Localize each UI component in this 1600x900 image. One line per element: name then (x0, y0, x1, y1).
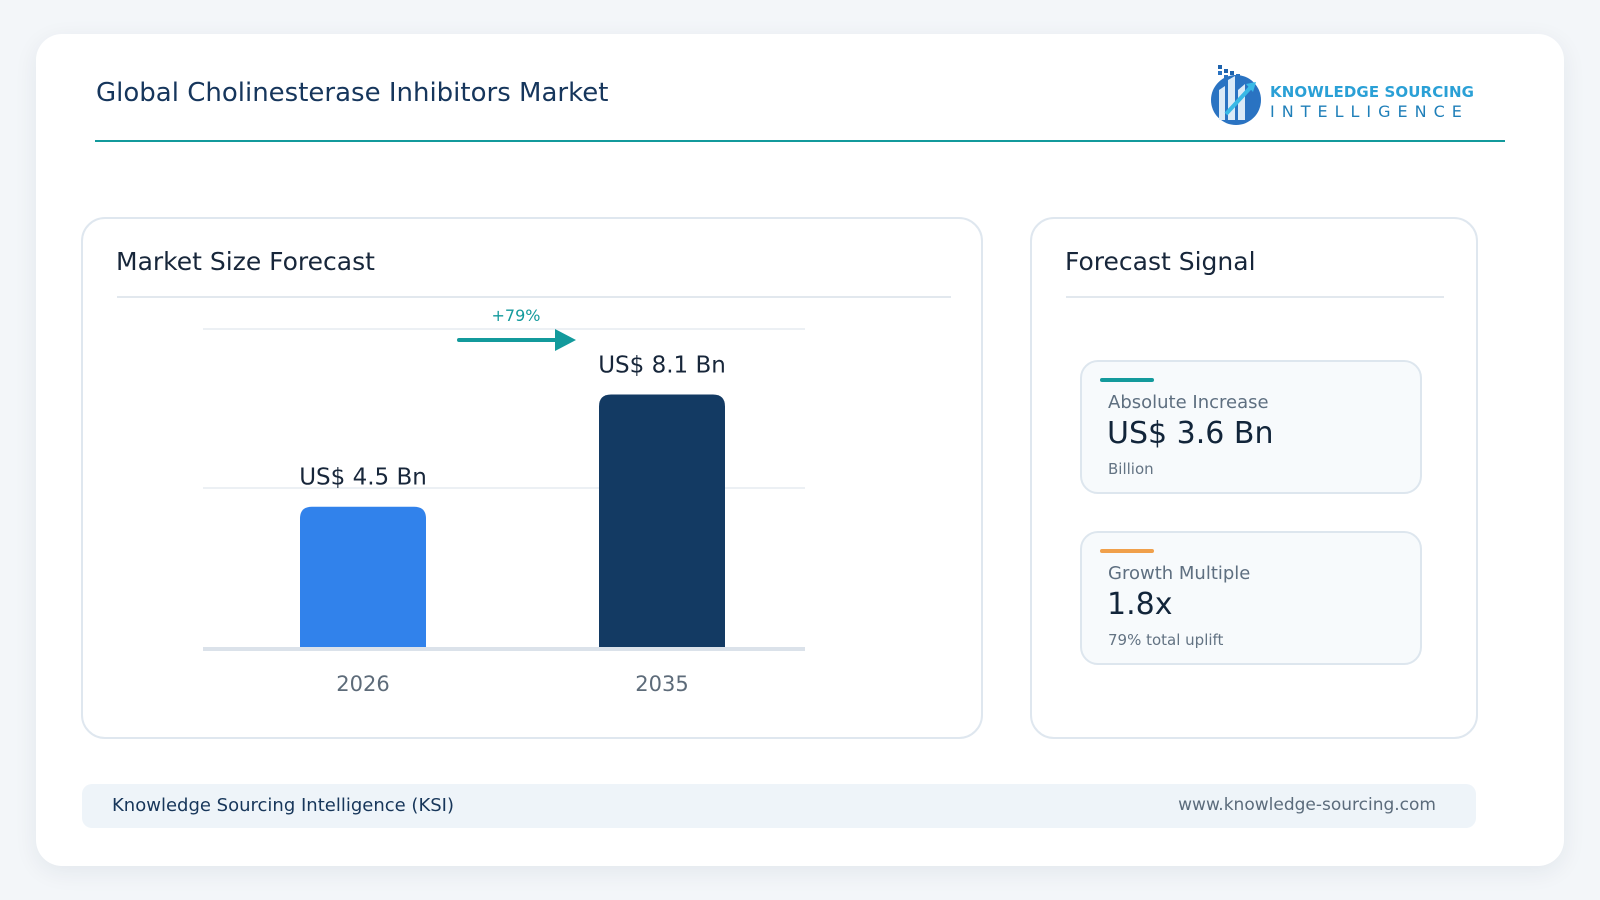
footer-company-name: Knowledge Sourcing Intelligence (KSI) (112, 795, 455, 816)
page-title: Global Cholinesterase Inhibitors Market (96, 78, 609, 108)
metric-label: Growth Multiple (1108, 563, 1251, 584)
logo-text-line1: KNOWLEDGE SOURCING (1270, 83, 1475, 101)
signal-panel-title: Forecast Signal (1065, 247, 1256, 276)
ksi-logo-icon (1211, 65, 1261, 125)
growth-multiple-card: Growth Multiple 1.8x 79% total uplift (1080, 531, 1422, 665)
header-divider (95, 140, 1505, 142)
market-size-panel: Market Size Forecast US$ 4.5 Bn 2026 US$ 8… (81, 217, 983, 739)
bar-2026 (300, 506, 426, 647)
metric-label: Absolute Increase (1108, 392, 1269, 413)
metric-subtext: Billion (1108, 460, 1154, 478)
metric-value: US$ 3.6 Bn (1107, 416, 1274, 451)
absolute-increase-card: Absolute Increase US$ 3.6 Bn Billion (1080, 360, 1422, 494)
bar-value-label: US$ 4.5 Bn (299, 465, 427, 491)
metric-accent-bar (1100, 549, 1154, 553)
logo-text-line2: INTELLIGENCE (1270, 102, 1469, 121)
chart-panel-title: Market Size Forecast (116, 247, 375, 276)
metric-subtext: 79% total uplift (1108, 631, 1224, 649)
footer-website-link[interactable]: www.knowledge-sourcing.com (1178, 795, 1436, 815)
footer-bar: Knowledge Sourcing Intelligence (KSI) ww… (82, 784, 1476, 828)
metric-value: 1.8x (1107, 587, 1173, 622)
bar-value-label: US$ 8.1 Bn (598, 352, 726, 378)
growth-arrow-head (555, 329, 576, 351)
market-size-bar-chart: US$ 4.5 Bn 2026 US$ 8.1 Bn 2035 +79% (203, 306, 805, 696)
bar-2035 (599, 394, 725, 647)
metric-accent-bar (1100, 378, 1154, 382)
x-tick-label: 2035 (635, 672, 688, 696)
signal-panel-divider (1066, 296, 1444, 298)
forecast-signal-panel: Forecast Signal Absolute Increase US$ 3.… (1030, 217, 1478, 739)
chart-panel-divider (117, 296, 951, 298)
x-tick-label: 2026 (336, 672, 389, 696)
growth-percent-label: +79% (492, 306, 541, 325)
brand-logo[interactable]: KNOWLEDGE SOURCING INTELLIGENCE (1210, 62, 1490, 128)
